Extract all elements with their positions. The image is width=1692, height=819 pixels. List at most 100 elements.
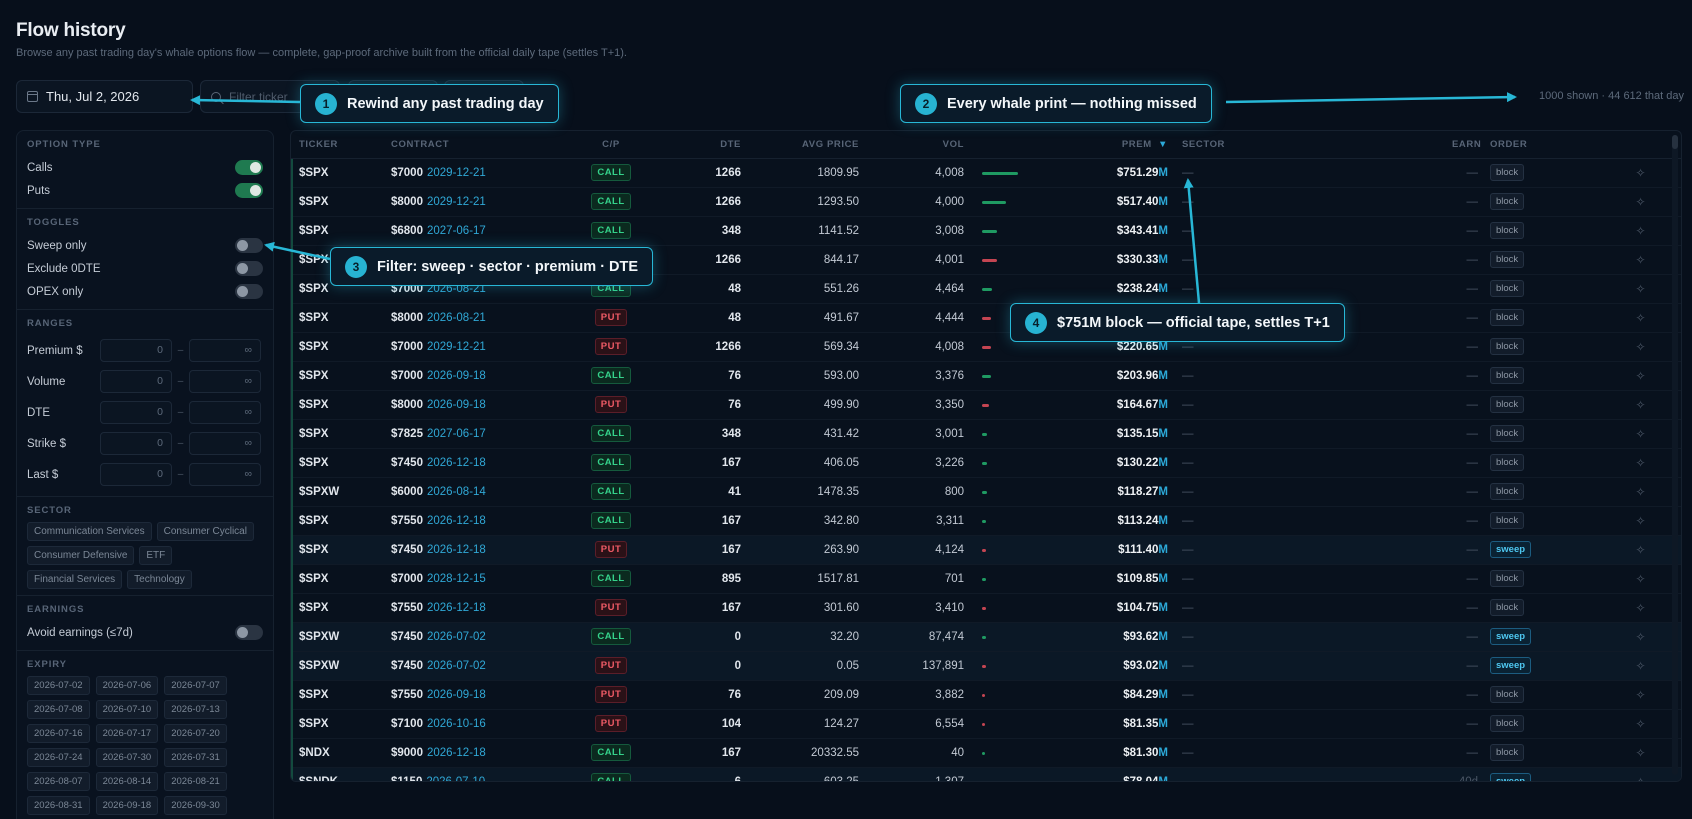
- col-avg-price[interactable]: AVG PRICE: [741, 131, 859, 159]
- range-min-input[interactable]: 0: [100, 370, 172, 393]
- pin-icon[interactable]: ✧: [1635, 368, 1646, 383]
- pin-icon[interactable]: ✧: [1635, 542, 1646, 557]
- expiry-chip[interactable]: 2026-09-18: [95, 796, 159, 815]
- ticker-cell[interactable]: $SPX: [291, 593, 391, 623]
- expiry-chip[interactable]: 2026-08-07: [27, 772, 90, 791]
- pin-icon[interactable]: ✧: [1635, 513, 1646, 528]
- table-row[interactable]: $SPX $8000 2026-09-18 PUT 76 499.90 3,350 $164.…: [291, 390, 1681, 420]
- pin-icon[interactable]: ✧: [1635, 774, 1646, 782]
- range-min-input[interactable]: 0: [100, 463, 172, 486]
- ticker-cell[interactable]: $SPX: [291, 216, 391, 246]
- pin-icon[interactable]: ✧: [1635, 252, 1646, 267]
- table-row[interactable]: $SPXW $7450 2026-07-02 PUT 0 0.05 137,891 $93.0…: [291, 651, 1681, 681]
- sector-chip[interactable]: Technology: [127, 570, 192, 589]
- ticker-cell[interactable]: $SPX: [291, 680, 391, 710]
- table-row[interactable]: $SPX $7825 2027-06-17 CALL 348 431.42 3,001 $13…: [291, 419, 1681, 449]
- expiry-chip[interactable]: 2026-08-14: [95, 772, 159, 791]
- expiry-chip[interactable]: 2026-07-10: [95, 700, 159, 719]
- pin-icon[interactable]: ✧: [1635, 687, 1646, 702]
- table-row[interactable]: $SNDK $1150 2026-07-10 CALL 6 603.25 1,307 $78.…: [291, 767, 1681, 782]
- table-row[interactable]: $SPX $7100 2026-10-16 PUT 104 124.27 6,554 $81.…: [291, 709, 1681, 739]
- pin-icon[interactable]: ✧: [1635, 165, 1646, 180]
- pin-icon[interactable]: ✧: [1635, 484, 1646, 499]
- col-vol[interactable]: VOL: [859, 131, 964, 159]
- sector-chip[interactable]: Financial Services: [27, 570, 123, 589]
- col-dte[interactable]: DTE: [661, 131, 741, 159]
- pin-icon[interactable]: ✧: [1635, 426, 1646, 441]
- ticker-cell[interactable]: $SPX: [291, 448, 391, 478]
- expiry-chip[interactable]: 2026-09-30: [164, 796, 227, 815]
- ticker-cell[interactable]: $NDX: [291, 738, 391, 768]
- expiry-chip[interactable]: 2026-07-06: [95, 676, 159, 695]
- ticker-cell[interactable]: $SPX: [291, 535, 391, 565]
- range-max-input[interactable]: ∞: [189, 432, 261, 455]
- avoid-earnings-toggle[interactable]: [235, 625, 263, 640]
- sector-chip[interactable]: Consumer Defensive: [27, 546, 135, 565]
- ticker-cell[interactable]: $SPX: [291, 187, 391, 217]
- pin-icon[interactable]: ✧: [1635, 745, 1646, 760]
- calls-toggle[interactable]: [235, 160, 263, 175]
- pin-icon[interactable]: ✧: [1635, 223, 1646, 238]
- sector-chip[interactable]: Communication Services: [27, 522, 152, 541]
- date-picker[interactable]: Thu, Jul 2, 2026: [16, 80, 193, 113]
- ticker-cell[interactable]: $SPX: [291, 158, 391, 188]
- col-sector[interactable]: SECTOR: [1182, 131, 1452, 159]
- table-row[interactable]: $SPXW $7450 2026-07-02 CALL 0 32.20 87,474 $93.…: [291, 622, 1681, 652]
- pin-icon[interactable]: ✧: [1635, 281, 1646, 296]
- pin-icon[interactable]: ✧: [1635, 310, 1646, 325]
- pin-icon[interactable]: ✧: [1635, 600, 1646, 615]
- table-row[interactable]: $SPXW $6000 2026-08-14 CALL 41 1478.35 800 $118…: [291, 477, 1681, 507]
- expiry-chip[interactable]: 2026-07-16: [27, 724, 90, 743]
- expiry-chip[interactable]: 2026-07-30: [95, 748, 159, 767]
- expiry-chip[interactable]: 2026-07-17: [95, 724, 159, 743]
- table-row[interactable]: $SPX$80002026-08-21PUT48491.674,444$220.…: [291, 303, 1681, 333]
- col-order[interactable]: ORDER: [1490, 131, 1598, 159]
- table-row[interactable]: $SPX $7550 2026-12-18 CALL 167 342.80 3,311 $11…: [291, 506, 1681, 536]
- table-row[interactable]: $SPX $7000 2028-12-15 CALL 895 1517.81 701 $109…: [291, 564, 1681, 594]
- expiry-chip[interactable]: 2026-08-21: [164, 772, 227, 791]
- expiry-chip[interactable]: 2026-07-24: [27, 748, 90, 767]
- table-row[interactable]: $SPX $7450 2026-12-18 CALL 167 406.05 3,226 $13…: [291, 448, 1681, 478]
- col-contract[interactable]: CONTRACT: [391, 131, 561, 159]
- sweep-only-toggle[interactable]: [235, 238, 263, 253]
- expiry-chip[interactable]: 2026-07-31: [164, 748, 227, 767]
- range-max-input[interactable]: ∞: [189, 339, 261, 362]
- sector-chip[interactable]: Consumer Cyclical: [156, 522, 254, 541]
- table-row[interactable]: $SPX $6800 2027-06-17 CALL 348 1141.52 3,008 $3…: [291, 216, 1681, 246]
- range-max-input[interactable]: ∞: [189, 463, 261, 486]
- col-prem[interactable]: PREM ▼: [964, 131, 1182, 159]
- pin-icon[interactable]: ✧: [1635, 571, 1646, 586]
- puts-toggle[interactable]: [235, 183, 263, 198]
- ticker-cell[interactable]: $SNDK: [291, 767, 391, 781]
- exclude-0dte-toggle[interactable]: [235, 261, 263, 276]
- table-row[interactable]: $SPX $7550 2026-12-18 PUT 167 301.60 3,410 $104…: [291, 593, 1681, 623]
- expiry-chip[interactable]: 2026-07-13: [164, 700, 227, 719]
- table-scrollbar[interactable]: [1672, 135, 1678, 775]
- expiry-chip[interactable]: 2026-07-20: [164, 724, 227, 743]
- ticker-cell[interactable]: $SPX: [291, 361, 391, 391]
- table-row[interactable]: $SPX $8000 2029-12-21 CALL 1266 1293.50 4,000 $…: [291, 187, 1681, 217]
- opex-only-toggle[interactable]: [235, 284, 263, 299]
- pin-icon[interactable]: ✧: [1635, 629, 1646, 644]
- expiry-chip[interactable]: 2026-07-07: [164, 676, 227, 695]
- ticker-cell[interactable]: $SPX: [291, 506, 391, 536]
- col-cp[interactable]: C/P: [561, 131, 661, 159]
- ticker-cell[interactable]: $SPX: [291, 709, 391, 739]
- expiry-chip[interactable]: 2026-08-31: [27, 796, 90, 815]
- ticker-cell[interactable]: $SPXW: [291, 622, 391, 652]
- range-min-input[interactable]: 0: [100, 339, 172, 362]
- ticker-cell[interactable]: $SPXW: [291, 651, 391, 681]
- ticker-cell[interactable]: $SPXW: [291, 477, 391, 507]
- ticker-cell[interactable]: $SPX: [291, 564, 391, 594]
- ticker-cell[interactable]: $SPX: [291, 332, 391, 362]
- range-max-input[interactable]: ∞: [189, 370, 261, 393]
- table-row[interactable]: $SPX $7000 2026-09-18 CALL 76 593.00 3,376 $203…: [291, 361, 1681, 391]
- pin-icon[interactable]: ✧: [1635, 194, 1646, 209]
- pin-icon[interactable]: ✧: [1635, 397, 1646, 412]
- pin-icon[interactable]: ✧: [1635, 716, 1646, 731]
- range-min-input[interactable]: 0: [100, 432, 172, 455]
- sector-chip[interactable]: ETF: [139, 546, 173, 565]
- pin-icon[interactable]: ✧: [1635, 658, 1646, 673]
- expiry-chip[interactable]: 2026-07-08: [27, 700, 90, 719]
- expiry-chip[interactable]: 2026-07-02: [27, 676, 90, 695]
